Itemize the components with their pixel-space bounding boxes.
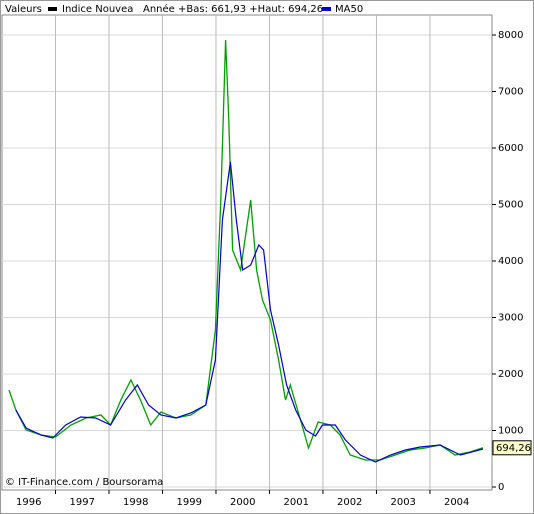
y-tick-label: 6000 <box>498 143 523 154</box>
x-tick-label: 2001 <box>283 497 308 508</box>
legend-swatch <box>322 7 331 11</box>
x-tick-label: 2002 <box>337 497 362 508</box>
x-tick-label: 1996 <box>16 497 41 508</box>
legend-entry: Indice Nouvea <box>62 4 133 15</box>
x-tick-label: 2004 <box>444 497 469 508</box>
y-tick-label: 1000 <box>498 426 523 437</box>
y-tick-label: 5000 <box>498 200 523 211</box>
x-tick-label: 2003 <box>390 497 415 508</box>
x-tick-label: 1999 <box>177 497 202 508</box>
x-tick-label: 2000 <box>230 497 255 508</box>
legend-entry: MA50 <box>335 4 363 15</box>
last-value-box <box>492 440 532 456</box>
y-tick-label: 8000 <box>498 30 523 41</box>
source: © IT-Finance.com / Boursorama <box>5 477 163 488</box>
y-tick-label: 7000 <box>498 87 523 98</box>
legend-swatch <box>48 7 57 11</box>
x-tick-label: 1997 <box>70 497 95 508</box>
y-tick-label: 2000 <box>498 369 523 380</box>
series-line <box>8 39 484 461</box>
legend-info: Année +Bas: 661,93 +Haut: 694,26 <box>143 3 323 15</box>
y-tick-label: 0 <box>498 482 504 493</box>
x-tick-label: 1998 <box>123 497 148 508</box>
legend-label: Valeurs <box>5 4 42 15</box>
series-line <box>15 161 484 463</box>
y-tick-label: 3000 <box>498 313 523 324</box>
plot-area <box>1 14 493 491</box>
last-value-label: 694,26 <box>496 443 531 454</box>
y-tick-label: 4000 <box>498 256 523 267</box>
